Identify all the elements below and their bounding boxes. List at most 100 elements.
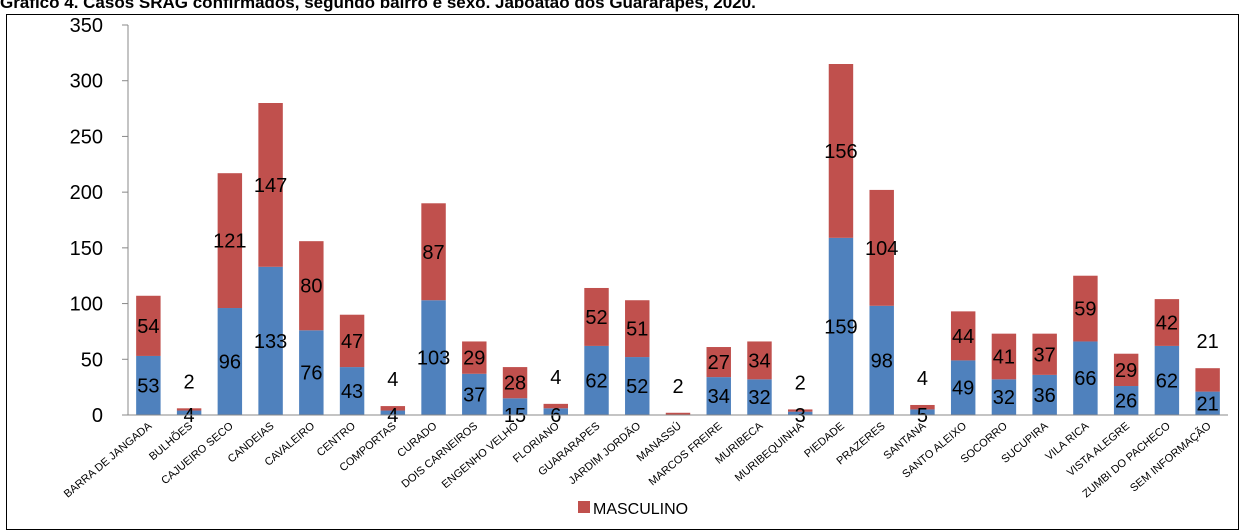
- bar-segment-series1: [1113, 386, 1139, 415]
- bar-segment-series1: [828, 237, 854, 415]
- bar-segment-series1: [339, 367, 365, 415]
- bar-segment-series1: [258, 266, 283, 415]
- x-tick-label: ENGENHO VELHO: [440, 420, 522, 491]
- legend-label-masculino: MASCULINO: [593, 501, 688, 518]
- data-label-series1: 3: [795, 405, 806, 427]
- bar-segment-masculino: [299, 241, 324, 331]
- data-label-series1: 32: [993, 387, 1015, 409]
- data-label-masculino: 51: [626, 319, 648, 341]
- data-label-series1: 4: [184, 405, 195, 427]
- y-tick-label: 0: [92, 405, 103, 427]
- data-label-series1: 76: [300, 363, 322, 385]
- bar-segment-series1: [1032, 374, 1057, 415]
- y-tick-label: 250: [70, 126, 103, 148]
- chart-title: Gráfico 4. Casos SRAG confirmados, segun…: [0, 0, 756, 12]
- data-label-masculino: 156: [824, 141, 857, 163]
- y-tick-label: 350: [70, 15, 103, 37]
- data-label-series1: 103: [417, 348, 450, 370]
- bar-segment-series1: [788, 411, 813, 415]
- data-label-masculino: 28: [504, 373, 526, 395]
- data-label-series1: 133: [254, 331, 287, 353]
- data-label-series1: 4: [387, 405, 398, 427]
- bar-segment-masculino: [339, 314, 365, 368]
- chart-frame: [6, 14, 1239, 530]
- bar-segment-masculino: [1032, 333, 1057, 375]
- data-label-masculino: 52: [585, 307, 607, 329]
- data-label-masculino: 80: [300, 276, 322, 298]
- y-tick-label: 150: [70, 238, 103, 260]
- bar-segment-masculino: [502, 367, 528, 399]
- data-label-series1: 66: [1074, 368, 1096, 390]
- data-label-series1: 26: [1115, 391, 1137, 413]
- data-label-masculino: 2: [795, 372, 806, 394]
- data-label-masculino: 42: [1156, 313, 1178, 335]
- bar-segment-series1: [950, 360, 976, 415]
- data-label-masculino: 104: [865, 238, 898, 260]
- bar-segment-series1: [136, 355, 161, 415]
- legend-swatch-masculino: [578, 501, 590, 513]
- data-label-masculino: 121: [213, 231, 246, 253]
- data-label-series1: 32: [748, 387, 770, 409]
- data-label-masculino: 147: [254, 175, 287, 197]
- data-label-series1: 15: [504, 405, 526, 427]
- bar-segment-masculino: [258, 103, 283, 267]
- data-label-series1: 21: [1197, 393, 1219, 415]
- bar-segment-series1: [1154, 345, 1180, 415]
- bar-segment-masculino: [1154, 299, 1180, 346]
- bar-segment-series1: [869, 305, 894, 415]
- x-tick-label: JARDIM JORDÃO: [566, 419, 644, 487]
- data-label-series1: 5: [917, 405, 928, 427]
- bar-segment-masculino: [380, 406, 406, 411]
- data-label-masculino: 47: [341, 331, 363, 353]
- data-label-series1: 62: [1156, 370, 1178, 392]
- x-tick-label: BARRA DE JANGADA: [62, 420, 155, 501]
- data-label-masculino: 59: [1074, 299, 1096, 321]
- data-label-masculino: 87: [422, 242, 444, 264]
- data-label-series1: 34: [708, 386, 730, 408]
- bar-segment-masculino: [665, 412, 691, 415]
- bar-segment-masculino: [625, 300, 650, 358]
- data-label-masculino: 37: [1034, 344, 1056, 366]
- data-label-series1: 98: [871, 350, 893, 372]
- data-label-series1: 53: [137, 375, 159, 397]
- data-label-series1: 62: [585, 370, 607, 392]
- data-label-series1: 37: [463, 384, 485, 406]
- bar-segment-series1: [747, 379, 772, 415]
- x-tick-label: DOIS CARNEIROS: [399, 420, 480, 490]
- bar-segment-series1: [462, 373, 487, 415]
- data-label-series1: 96: [219, 352, 241, 374]
- x-tick-label: MURIBEQUINHA: [733, 420, 807, 485]
- data-label-masculino: 34: [748, 350, 770, 372]
- data-label-masculino: 41: [993, 347, 1015, 369]
- data-label-masculino: 44: [952, 326, 974, 348]
- bar-segment-series1: [584, 345, 609, 415]
- x-tick-label: CAJUEIRO SECO: [159, 420, 236, 487]
- data-label-masculino: 29: [463, 348, 485, 370]
- bar-segment-masculino: [1073, 275, 1098, 342]
- data-label-series1: 6: [550, 405, 561, 427]
- bar-segment-series1: [543, 408, 568, 415]
- data-label-masculino: 29: [1115, 360, 1137, 382]
- bar-segment-masculino: [1113, 353, 1139, 387]
- bar-segment-masculino: [747, 341, 772, 380]
- data-label-series1: 159: [824, 316, 857, 338]
- bar-segment-masculino: [869, 189, 894, 306]
- data-label-series1: 43: [341, 381, 363, 403]
- bar-segment-series1: [1195, 391, 1220, 415]
- bar-segment-masculino: [788, 409, 813, 412]
- data-label-masculino: 4: [917, 368, 928, 390]
- data-label-masculino: 27: [708, 352, 730, 374]
- y-tick-label: 100: [70, 294, 103, 316]
- bar-segment-series1: [1073, 341, 1098, 415]
- bar-segment-series1: [421, 300, 446, 415]
- bar-segment-series1: [910, 409, 935, 415]
- bar-segment-masculino: [176, 408, 202, 411]
- bar-segment-masculino: [584, 287, 609, 346]
- bar-segment-masculino: [828, 64, 854, 238]
- bar-segment-masculino: [462, 341, 487, 374]
- bar-segment-masculino: [910, 404, 935, 410]
- data-label-masculino: 21: [1197, 331, 1219, 353]
- data-label-series1: 49: [952, 378, 974, 400]
- x-tick-label: MARCOS FREIRE: [647, 420, 725, 488]
